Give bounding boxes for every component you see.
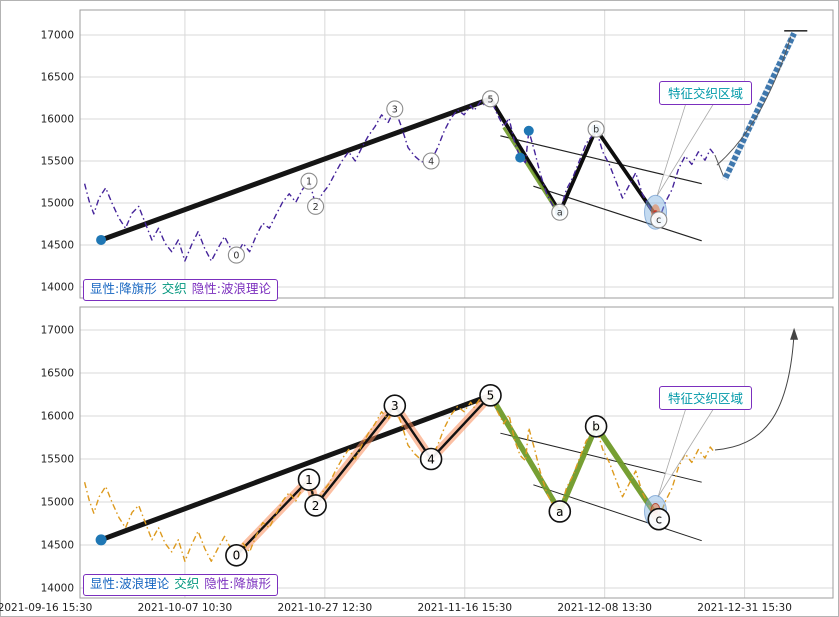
wave-top-label-a: a: [557, 208, 563, 219]
wave-top-label-2: 2: [313, 202, 319, 213]
caption-link-top: 交织: [161, 281, 187, 296]
y-tick-label: 16500: [41, 72, 74, 84]
flagpole-top: [98, 96, 493, 243]
y-tick-label: 16000: [41, 114, 74, 126]
annotation-wedge-top: [656, 102, 715, 197]
wave-bottom-label-5: 5: [487, 389, 495, 403]
x-tick-label: 2021-10-27 12:30: [278, 602, 373, 614]
y-tick-label: 16500: [41, 368, 74, 380]
wave-top-circle-2: [307, 197, 325, 215]
wave-top-circle-1: [300, 172, 318, 190]
price-line-bottom: [83, 394, 716, 562]
projection-connector-top: [714, 154, 726, 180]
wave-bottom-circle-0: [225, 544, 248, 567]
feature-zone-label-bottom: 特征交织区域: [659, 386, 753, 410]
wave-bottom-circle-2: [304, 494, 327, 517]
wave-top-label-1: 1: [306, 177, 312, 188]
flag-channel-lower-bottom: [533, 484, 702, 542]
price-line-top: [83, 98, 716, 262]
wave-top-circle-a: [551, 203, 569, 221]
wave-top-circle-3: [386, 100, 404, 118]
wave-bottom-label-c: c: [655, 513, 662, 527]
wave-bottom-circle-4: [419, 447, 443, 471]
wave-bottom-label-a: a: [556, 505, 563, 519]
wave-top-circle-c: [650, 211, 668, 229]
wave-top-circle-b: [587, 120, 605, 138]
x-tick-label: 2021-11-16 15:30: [417, 602, 512, 614]
y-tick-label: 14500: [41, 540, 74, 552]
panel-bottom-border: [79, 306, 834, 599]
wave-top-label-3: 3: [392, 104, 398, 115]
abc-green-zigzag-bottom: [488, 393, 662, 521]
y-tick-label: 15000: [41, 198, 74, 210]
flagpole-bottom: [98, 392, 493, 543]
wave-top-circle-0: [227, 246, 245, 264]
wave-bottom-circle-a: [548, 500, 572, 523]
wave-bottom-label-2: 2: [312, 499, 320, 513]
wave-bottom-label-1: 1: [305, 473, 313, 487]
wave-top-label-b: b: [593, 125, 599, 136]
wave-bottom-label-0: 0: [233, 549, 241, 563]
caption-implicit-bottom: 隐性:降旗形: [204, 576, 271, 591]
caption-link-bottom: 交织: [174, 576, 200, 591]
flag-channel-lower-top: [533, 185, 702, 242]
y-tick-label: 14500: [41, 240, 74, 252]
wave-top-circle-4: [422, 152, 440, 170]
projection-arrow-bottom: [714, 332, 795, 451]
y-tick-label: 15500: [41, 156, 74, 168]
annotation-wedge-bottom: [657, 407, 715, 498]
wave-bottom-label-3: 3: [391, 399, 399, 413]
wave-top-label-c: c: [656, 215, 661, 226]
pattern-caption-top: 显性:降旗形 交织 隐性:波浪理论: [83, 279, 278, 301]
y-tick-label: 17000: [41, 30, 74, 42]
wave-top-label-0: 0: [233, 251, 239, 262]
x-tick-label: 2021-10-07 10:30: [138, 602, 233, 614]
projection-arrowhead-bottom: [790, 327, 799, 340]
wave-bottom-circle-5: [479, 384, 502, 407]
y-tick-label: 16000: [41, 411, 74, 423]
wave-top-label-4: 4: [428, 156, 434, 167]
x-tick-label: 2021-09-16 15:30: [0, 602, 92, 614]
wave-marker-dot-bottom: [95, 534, 107, 546]
impulse-zigzag-bottom: [235, 394, 492, 557]
projection-curve-top: [716, 36, 792, 166]
caption-implicit-top: 隐性:波浪理论: [191, 281, 271, 296]
feature-zone-label-top: 特征交织区域: [659, 81, 753, 105]
y-tick-label: 14000: [41, 583, 74, 595]
pattern-caption-bottom: 显性:波浪理论 交织 隐性:降旗形: [83, 574, 278, 596]
caption-explicit-bottom: 显性:波浪理论: [90, 576, 170, 591]
wave-bottom-label-b: b: [592, 420, 600, 434]
wave-top-circle-5: [481, 90, 500, 108]
wave-bottom-circle-3: [383, 394, 407, 417]
y-tick-label: 15500: [41, 454, 74, 466]
panel-top-border: [79, 9, 834, 299]
wave-bottom-circle-c: [647, 507, 671, 531]
wave-marker-dot-top: [515, 152, 526, 163]
wave-bottom-circle-b: [584, 415, 608, 438]
abc-zigzag-top: [488, 97, 661, 221]
y-tick-label: 14000: [41, 282, 74, 294]
green-leg-top: [502, 126, 559, 213]
wave-bottom-circle-1: [297, 468, 321, 491]
wave-bottom-label-4: 4: [427, 452, 435, 466]
y-tick-label: 17000: [41, 325, 74, 337]
y-tick-label: 15000: [41, 497, 74, 509]
caption-explicit-top: 显性:降旗形: [90, 281, 157, 296]
wave-marker-dot-top: [96, 234, 107, 245]
x-tick-label: 2021-12-31 15:30: [697, 602, 792, 614]
projection-hatch-top: [722, 32, 797, 181]
wave-marker-dot-top: [523, 125, 534, 136]
wave-top-label-5: 5: [487, 94, 493, 105]
x-tick-label: 2021-12-08 13:30: [557, 602, 652, 614]
